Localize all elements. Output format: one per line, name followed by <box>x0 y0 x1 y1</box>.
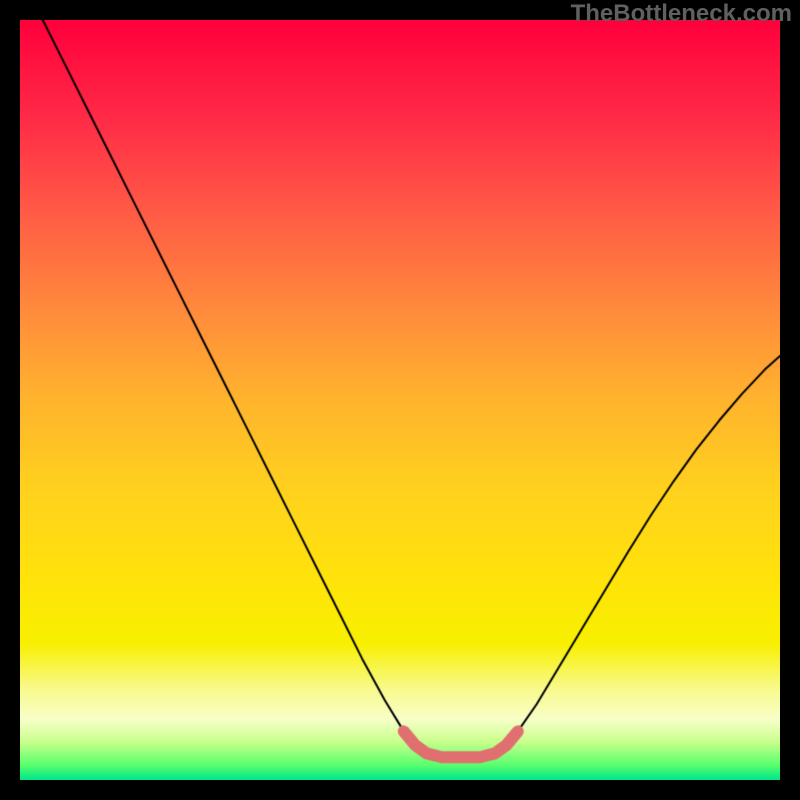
bottleneck-chart <box>20 20 780 780</box>
attribution-text: TheBottleneck.com <box>571 0 792 28</box>
